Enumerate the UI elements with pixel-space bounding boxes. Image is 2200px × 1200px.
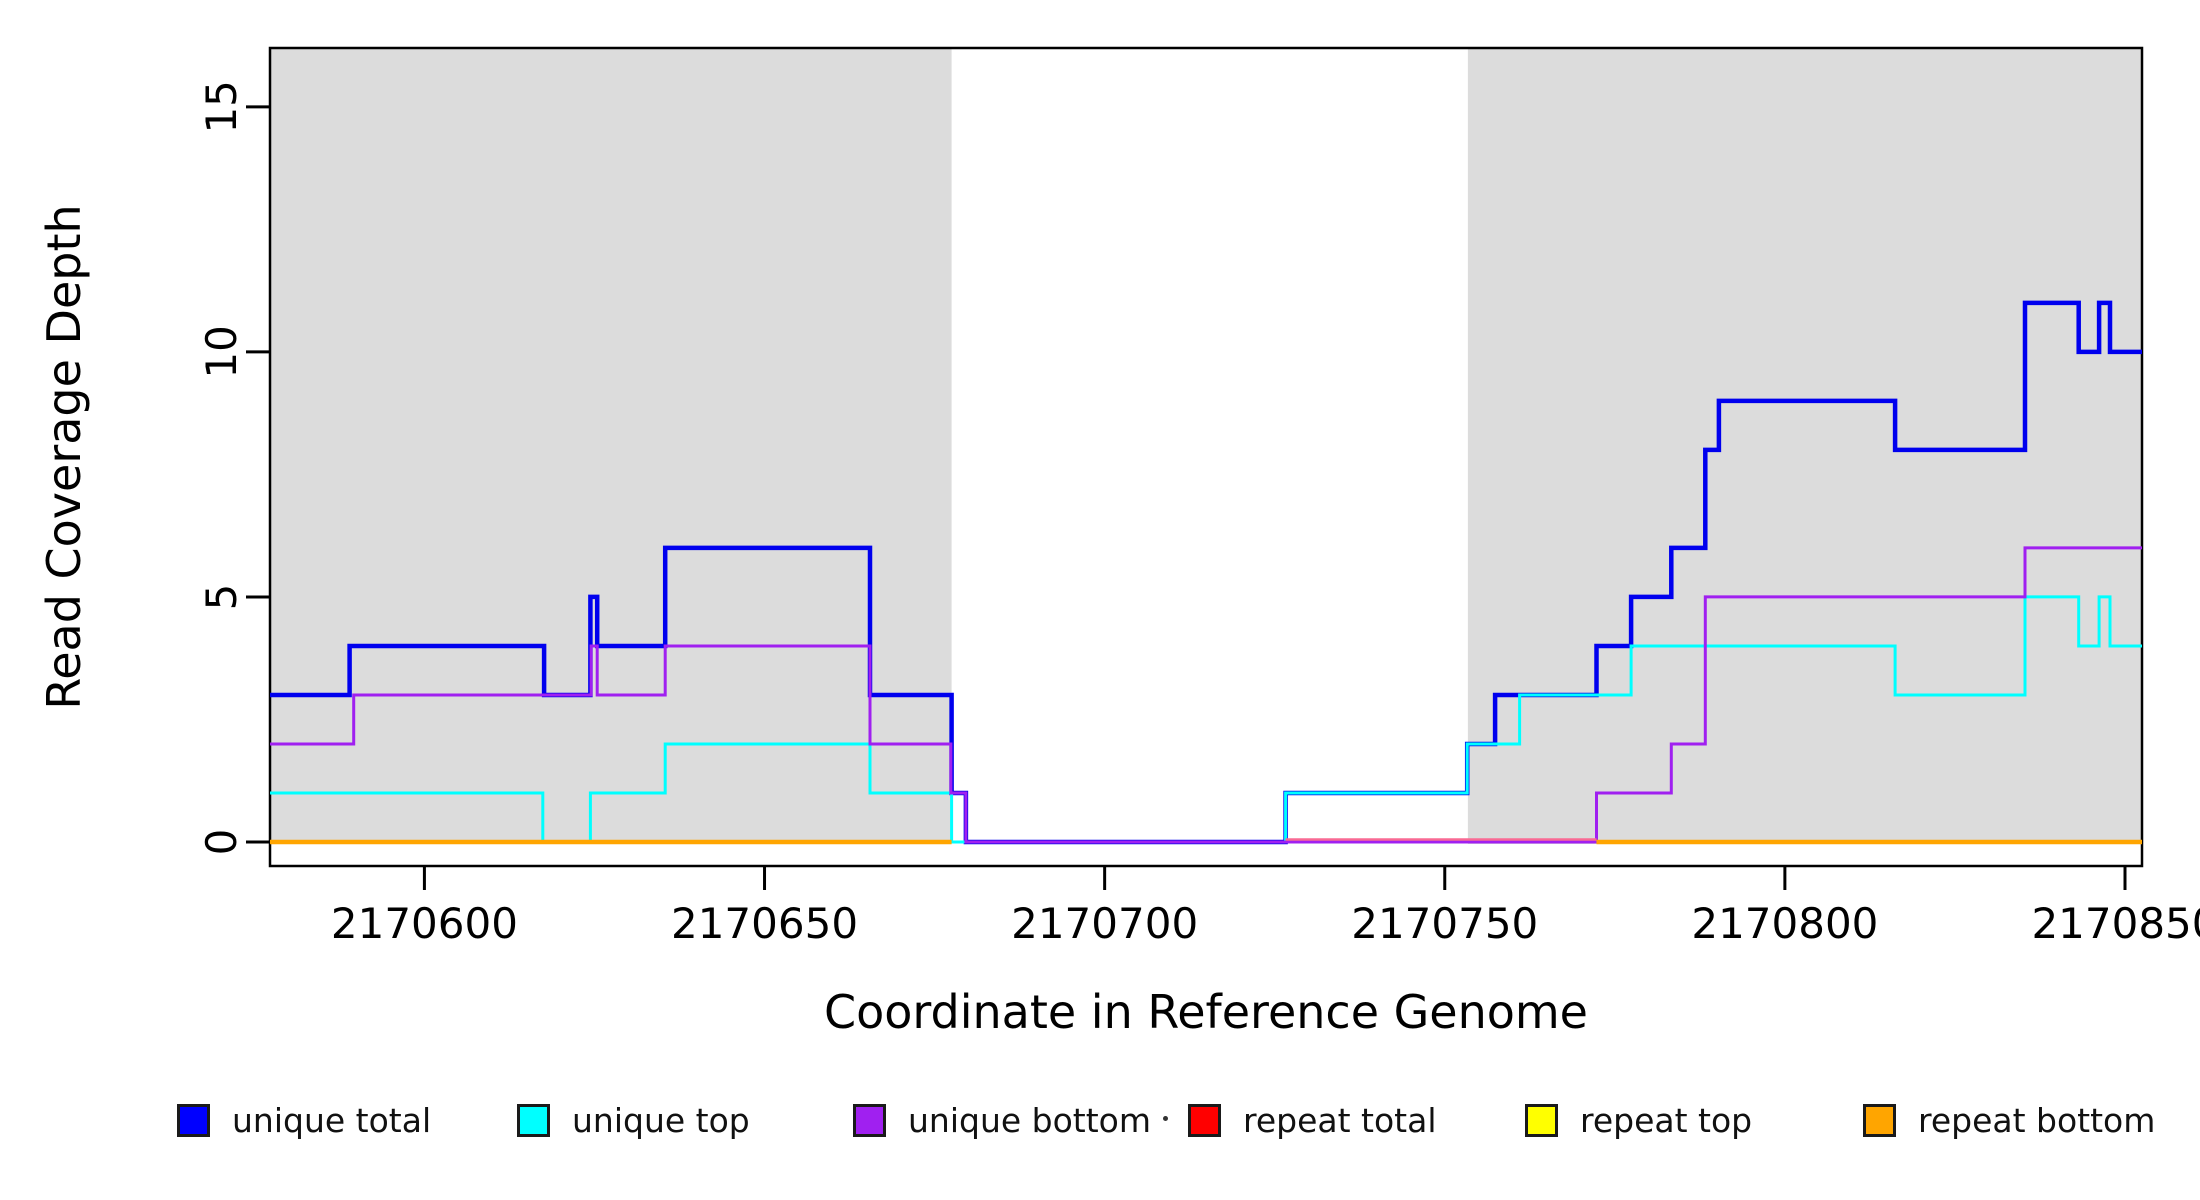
legend-item-repeat-bottom: repeat bottom — [1863, 1100, 2155, 1140]
y-axis: 0 5 10 15 — [197, 80, 270, 855]
x-axis: 2170600 2170650 2170700 2170750 2170800 21708… — [331, 866, 2200, 948]
series-unique-total-line — [270, 300, 2142, 845]
legend-label: repeat top — [1580, 1100, 1753, 1140]
y-tick-label: 15 — [197, 80, 246, 133]
chart-legend: unique total unique top unique bottom repea… — [0, 0, 2200, 1140]
y-tick-label: 10 — [197, 325, 246, 378]
x-axis-title: Coordinate in Reference Genome — [824, 985, 1588, 1039]
legend-item-unique-bottom: unique bottom — [853, 1100, 1151, 1140]
baseline-lines — [270, 838, 2142, 845]
shaded-regions — [270, 49, 2142, 844]
series-unique-bottom-line — [270, 546, 2142, 844]
legend-swatch-unique-top — [517, 1103, 550, 1137]
legend-label: repeat total — [1243, 1100, 1437, 1140]
y-tick-label: 5 — [197, 584, 246, 611]
legend-label: unique total — [232, 1100, 432, 1140]
legend-item-repeat-total: repeat total — [1188, 1100, 1437, 1140]
legend-item-unique-top: unique top — [517, 1100, 750, 1140]
legend-swatch-unique-total — [177, 1103, 210, 1137]
legend-item-unique-total: unique total — [177, 1100, 431, 1140]
legend-swatch-repeat-top — [1525, 1103, 1558, 1137]
shaded-region-left — [270, 49, 952, 844]
legend-swatch-repeat-total — [1188, 1103, 1221, 1137]
legend-swatch-unique-bottom — [853, 1103, 886, 1137]
y-axis-title: Read Coverage Depth — [37, 204, 91, 709]
x-tick-label: 2170750 — [1351, 899, 1538, 948]
x-tick-label: 2170600 — [331, 899, 518, 948]
x-tick-label: 2170850 — [2031, 899, 2200, 948]
x-tick-label: 2170700 — [1011, 899, 1198, 948]
x-tick-label: 2170800 — [1691, 899, 1878, 948]
plot-border — [268, 46, 2144, 868]
stray-dot — [1163, 1116, 1168, 1121]
legend-label: unique bottom — [908, 1100, 1152, 1140]
legend-item-repeat-top: repeat top — [1525, 1100, 1752, 1140]
legend-label: unique top — [572, 1100, 750, 1140]
legend-label: repeat bottom — [1918, 1100, 2156, 1140]
y-tick-label: 0 — [197, 829, 246, 856]
shaded-region-right — [1467, 49, 2142, 844]
series-unique-top-line — [270, 595, 2142, 844]
series-lines — [270, 300, 2142, 845]
legend-swatch-repeat-bottom — [1863, 1103, 1896, 1137]
x-tick-label: 2170650 — [671, 899, 858, 948]
